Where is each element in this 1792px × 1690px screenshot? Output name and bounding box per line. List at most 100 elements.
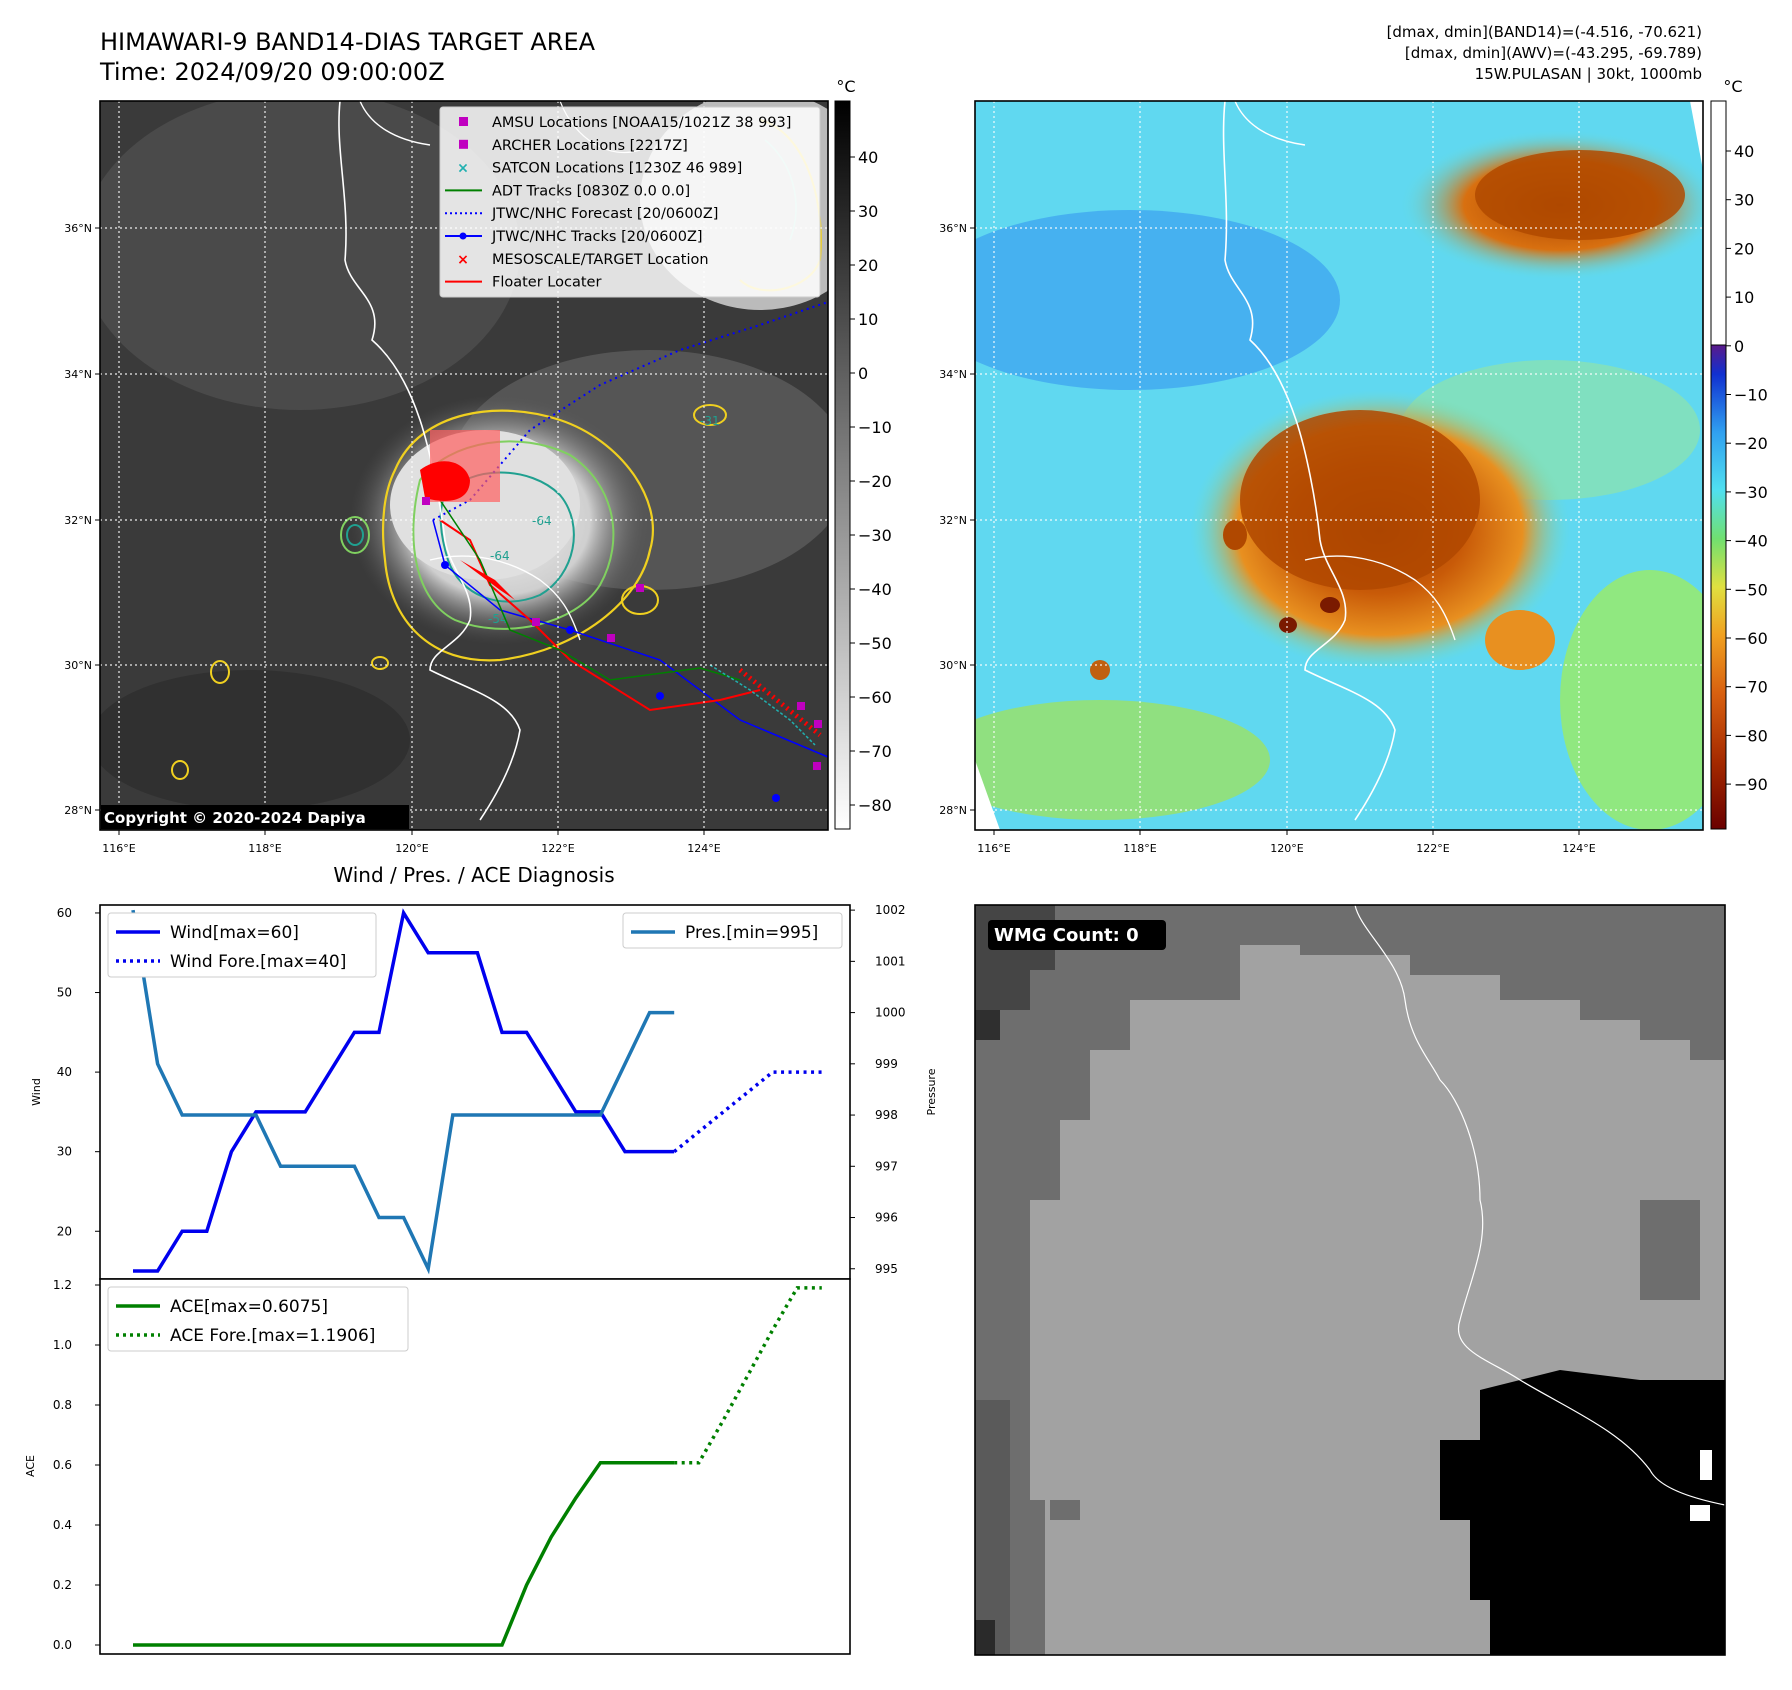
legend-label: ARCHER Locations [2217Z]	[492, 138, 688, 154]
wmg-badge	[988, 920, 1166, 950]
wind-line	[133, 908, 675, 1273]
legend-item: × SATCON Locations [1230Z 46 989]	[457, 161, 742, 177]
copyright-box	[101, 805, 409, 829]
legend-label: SATCON Locations [1230Z 46 989]	[492, 161, 742, 177]
figure-title: HIMAWARI-9 BAND14-DIAS TARGET AREA	[100, 28, 596, 56]
lon-label: 118°E	[1123, 842, 1156, 855]
legend-label: Floater Locater	[492, 275, 601, 291]
colorbar-tick-label: −60	[1734, 629, 1768, 648]
legend-item: AMSU Locations [NOAA15/1021Z 38 993]	[459, 115, 791, 131]
legend-marker-dot	[459, 232, 467, 240]
colorbar-tick-label: −50	[1734, 580, 1768, 599]
wind-tick-label: 60	[57, 906, 72, 920]
lon-label: 124°E	[1562, 842, 1595, 855]
lat-label: 34°N	[939, 368, 967, 381]
ace-forecast-line	[674, 1286, 822, 1465]
wind-forecast-line	[673, 1070, 822, 1154]
lat-label: 34°N	[64, 368, 92, 381]
colorbar-tick-label: −30	[1734, 483, 1768, 502]
lon-label: 120°E	[395, 842, 428, 855]
awv-map: 36°N 34°N 32°N 30°N 28°N 116°E 118°E 120°E 122°…	[939, 100, 1704, 855]
lon-label: 116°E	[102, 842, 135, 855]
ace-axis-label: ACE	[24, 1455, 37, 1477]
ace-tick-label: 0.8	[53, 1398, 72, 1412]
lat-label: 30°N	[64, 659, 92, 672]
lon-label: 122°E	[541, 842, 574, 855]
ace-tick-label: 0.2	[53, 1578, 72, 1592]
wmg-panel: WMG Count: 0	[974, 904, 1726, 1656]
figure-time: Time: 2024/09/20 09:00:00Z	[99, 58, 445, 86]
colorbar-tick-label: −10	[858, 418, 892, 437]
colorbar-tick-label: 20	[1734, 239, 1754, 258]
legend-item: × MESOSCALE/TARGET Location	[457, 252, 708, 268]
wmg-count: WMG Count: 0	[994, 925, 1139, 946]
ace-tick-label: 0.0	[53, 1638, 72, 1652]
pressure-legend: Pres.[min=995]	[622, 912, 843, 949]
legend-ace-fore: ACE Fore.[max=1.1906]	[170, 1326, 375, 1346]
colorbar-tick-label: −30	[858, 526, 892, 545]
legend-label: JTWC/NHC Tracks [20/0600Z]	[491, 229, 703, 245]
stat-awv: [dmax, dmin](AWV)=(-43.295, -69.789)	[1405, 44, 1702, 62]
storm-info: 15W.PULASAN | 30kt, 1000mb	[1475, 65, 1702, 83]
colorbar-tick-label: −70	[1734, 678, 1768, 697]
wind-legend: Wind[max=60] Wind Fore.[max=40]	[107, 912, 377, 978]
lon-label: 120°E	[1270, 842, 1303, 855]
lat-label: 28°N	[939, 804, 967, 817]
colorbar-tick-label: 10	[858, 310, 878, 329]
ace-chart: 0.0 0.2 0.4 0.6 0.8 1.0 1.2 ACE ACE[max=0.6075…	[24, 1278, 851, 1655]
lat-label: 32°N	[939, 514, 967, 527]
pressure-tick-label: 1002	[875, 903, 906, 917]
wind-tick-label: 40	[57, 1065, 72, 1079]
legend-marker-square	[459, 139, 468, 149]
legend-marker-square	[459, 117, 468, 126]
legend-wind: Wind[max=60]	[170, 923, 299, 943]
colorbar-tick-label: −70	[858, 742, 892, 761]
ace-tick-label: 1.2	[53, 1278, 72, 1292]
stat-band14: [dmax, dmin](BAND14)=(-4.516, -70.621)	[1387, 23, 1702, 41]
lon-label: 122°E	[1416, 842, 1449, 855]
pressure-tick-label: 995	[875, 1262, 898, 1276]
legend-item: ARCHER Locations [2217Z]	[459, 138, 688, 154]
pressure-tick-label: 997	[875, 1159, 898, 1173]
legend-item: JTWC/NHC Forecast [20/0600Z]	[445, 206, 718, 222]
colorbar-tick-label: −40	[1734, 532, 1768, 551]
legend-label: ADT Tracks [0830Z 0.0 0.0]	[492, 183, 690, 199]
colorbar-tick-label: −10	[1734, 386, 1768, 405]
legend-item: ADT Tracks [0830Z 0.0 0.0]	[445, 183, 690, 199]
pressure-tick-label: 1001	[875, 954, 906, 968]
colorbar-tick-label: 40	[858, 148, 878, 167]
lon-label: 116°E	[977, 842, 1010, 855]
lon-label: 124°E	[687, 842, 720, 855]
wind-axis-label: Wind	[30, 1078, 43, 1106]
ace-tick-label: 0.6	[53, 1458, 72, 1472]
legend-ace: ACE[max=0.6075]	[170, 1297, 328, 1317]
ace-line	[133, 1461, 675, 1647]
colorbar-tick-label: −20	[1734, 434, 1768, 453]
diagnosis-title: Wind / Pres. / ACE Diagnosis	[333, 863, 614, 887]
pressure-axis-label: Pressure	[925, 1068, 938, 1115]
lon-label: 118°E	[248, 842, 281, 855]
legend-label: AMSU Locations [NOAA15/1021Z 38 993]	[492, 115, 791, 131]
legend-label: JTWC/NHC Forecast [20/0600Z]	[491, 206, 718, 222]
awv-colorbar-unit: °C	[1723, 77, 1742, 96]
colorbar-tick-label: 40	[1734, 142, 1754, 161]
ace-tick-label: 1.0	[53, 1338, 72, 1352]
legend-wind-fore: Wind Fore.[max=40]	[170, 952, 346, 972]
colorbar-tick-label: −80	[1734, 726, 1768, 745]
colorbar-tick-label: −40	[858, 580, 892, 599]
lat-label: 32°N	[64, 514, 92, 527]
colorbar-tick-label: 10	[1734, 288, 1754, 307]
wind-pressure-chart: 20 30 40 50 60 995 996 997 998 999 1000 1001 1002 Wi…	[30, 903, 938, 1280]
ace-legend: ACE[max=0.6075] ACE Fore.[max=1.1906]	[107, 1286, 409, 1352]
colorbar-tick-label: −80	[858, 796, 892, 815]
legend-label: MESOSCALE/TARGET Location	[492, 252, 709, 268]
awv-colorbar: °C 40 30 20 10 0 −10 −20 −30 −40 −50 −60 −70 −80 −90	[1710, 77, 1768, 830]
ace-tick-label: 0.4	[53, 1518, 72, 1532]
lat-label: 28°N	[64, 804, 92, 817]
ir-colorbar-unit: °C	[836, 77, 855, 96]
pressure-tick-label: 998	[875, 1108, 898, 1122]
wind-tick-label: 30	[57, 1145, 72, 1159]
colorbar-tick-label: −90	[1734, 775, 1768, 794]
ir-colorbar: °C 40 30 20 10 0 −10 −20 −30 −40 −50 −60 −70 −80	[834, 77, 892, 830]
